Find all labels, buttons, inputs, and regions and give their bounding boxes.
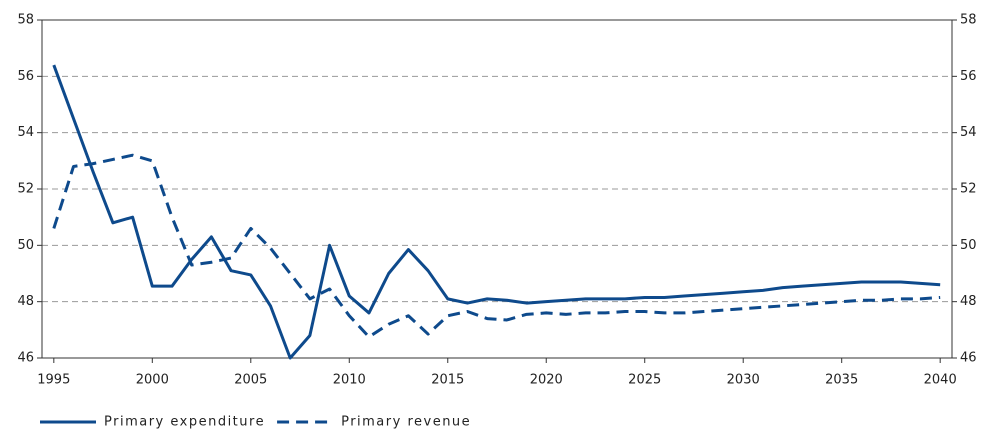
y-tick-label: 56 (17, 69, 34, 84)
x-tick-label: 2035 (825, 373, 858, 388)
y2-tick-label: 58 (960, 13, 977, 28)
x-tick-label: 2040 (924, 373, 957, 388)
x-tick-label: 2025 (628, 373, 661, 388)
legend-label: Primary revenue (341, 415, 471, 430)
y2-tick-label: 48 (960, 294, 977, 309)
x-tick-label: 2010 (333, 373, 366, 388)
y2-tick-label: 54 (960, 125, 977, 140)
y2-tick-label: 46 (960, 351, 977, 366)
x-tick-label: 2005 (234, 373, 267, 388)
y-tick-label: 54 (17, 125, 34, 140)
line-series (52, 153, 941, 339)
y2-tick-label: 50 (960, 238, 977, 253)
y-tick-label: 50 (17, 238, 34, 253)
y-tick-label: 48 (17, 294, 34, 309)
x-tick-label: 2000 (136, 373, 169, 388)
x-tick-label: 2015 (431, 373, 464, 388)
y-tick-label: 52 (17, 182, 34, 197)
x-tick-label: 1995 (37, 373, 70, 388)
y-tick-label: 46 (17, 351, 34, 366)
plot-frame (41, 19, 953, 359)
legend-label: Primary expenditure (104, 415, 265, 430)
y-tick-label: 58 (17, 13, 34, 28)
y2-tick-label: 56 (960, 69, 977, 84)
y2-tick-label: 52 (960, 182, 977, 197)
x-tick-label: 2020 (530, 373, 563, 388)
x-tick-label: 2030 (727, 373, 760, 388)
line-series (52, 64, 941, 360)
